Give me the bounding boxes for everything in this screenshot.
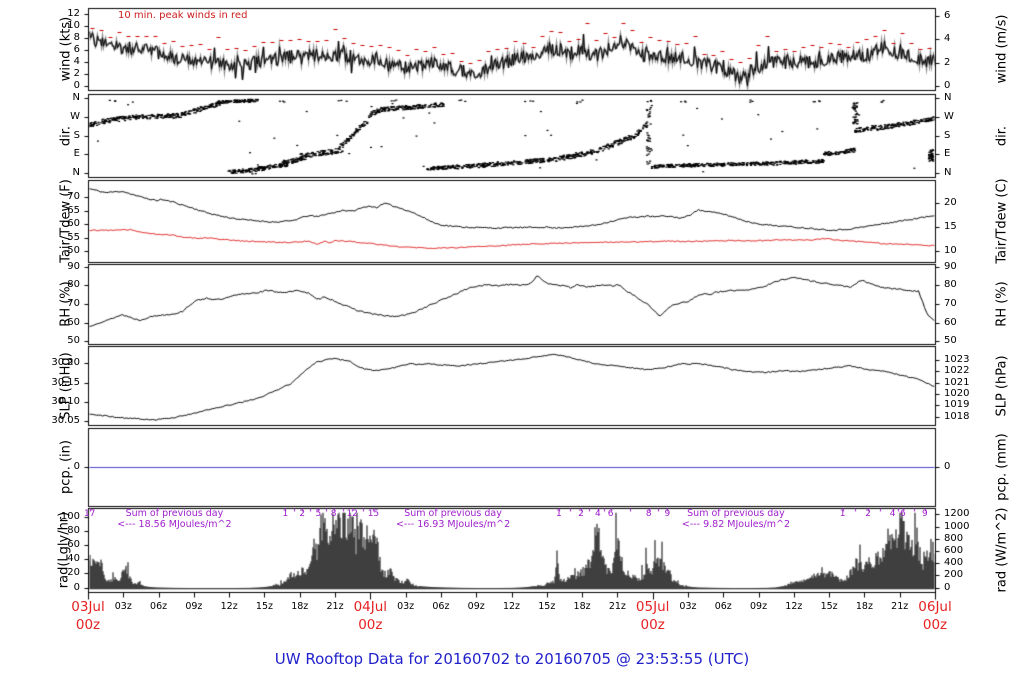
meteogram-figure: { "title": {"text": "UW Rooftop Data for… bbox=[0, 0, 1024, 700]
meteogram-canvas bbox=[0, 0, 1024, 700]
